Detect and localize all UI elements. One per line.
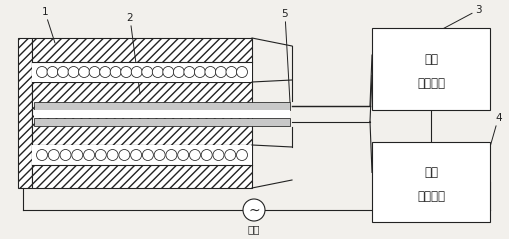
Circle shape [68, 66, 79, 77]
Circle shape [37, 66, 47, 77]
Circle shape [215, 66, 227, 77]
Circle shape [163, 66, 174, 77]
Text: 控制单元: 控制单元 [417, 77, 445, 90]
Text: 4: 4 [490, 113, 502, 147]
Text: 3: 3 [437, 5, 482, 32]
Bar [32, 82, 252, 145]
Bar [32, 145, 252, 188]
Text: 时间: 时间 [424, 166, 438, 179]
Text: ~: ~ [248, 204, 260, 218]
Circle shape [205, 66, 216, 77]
Text: 1: 1 [42, 7, 55, 43]
Circle shape [154, 150, 165, 161]
Bar [32, 38, 252, 82]
Circle shape [72, 150, 83, 161]
Circle shape [243, 199, 265, 221]
Circle shape [47, 66, 58, 77]
Bar [372, 28, 490, 110]
Circle shape [237, 150, 247, 161]
Circle shape [213, 150, 224, 161]
Bar [18, 38, 32, 188]
Text: 温度: 温度 [424, 53, 438, 66]
Circle shape [78, 66, 90, 77]
Text: 控制单元: 控制单元 [417, 190, 445, 203]
Circle shape [37, 150, 47, 161]
Circle shape [100, 66, 110, 77]
Circle shape [225, 150, 236, 161]
Text: 5: 5 [281, 9, 290, 103]
Circle shape [143, 150, 153, 161]
Bar [32, 145, 252, 165]
Circle shape [184, 66, 195, 77]
Circle shape [83, 150, 95, 161]
Bar [372, 142, 490, 222]
Circle shape [174, 66, 184, 77]
Circle shape [226, 66, 237, 77]
Circle shape [95, 150, 106, 161]
Text: 电源: 电源 [248, 224, 260, 234]
Circle shape [131, 66, 142, 77]
Circle shape [110, 66, 121, 77]
Circle shape [58, 66, 69, 77]
Circle shape [189, 150, 201, 161]
Bar [32, 145, 252, 188]
Bar [34, 102, 290, 109]
Text: 2: 2 [127, 13, 140, 94]
Bar [32, 82, 252, 145]
Bar [18, 38, 32, 188]
Circle shape [166, 150, 177, 161]
Circle shape [152, 66, 163, 77]
Circle shape [89, 66, 100, 77]
Circle shape [48, 150, 59, 161]
Circle shape [237, 66, 247, 77]
Bar [34, 118, 290, 125]
Bar [32, 38, 252, 82]
Circle shape [194, 66, 206, 77]
Circle shape [121, 66, 132, 77]
Circle shape [131, 150, 142, 161]
Bar [34, 109, 290, 118]
Circle shape [178, 150, 189, 161]
Bar [32, 62, 252, 82]
Circle shape [142, 66, 153, 77]
Circle shape [107, 150, 118, 161]
Circle shape [60, 150, 71, 161]
Circle shape [119, 150, 130, 161]
Circle shape [201, 150, 212, 161]
